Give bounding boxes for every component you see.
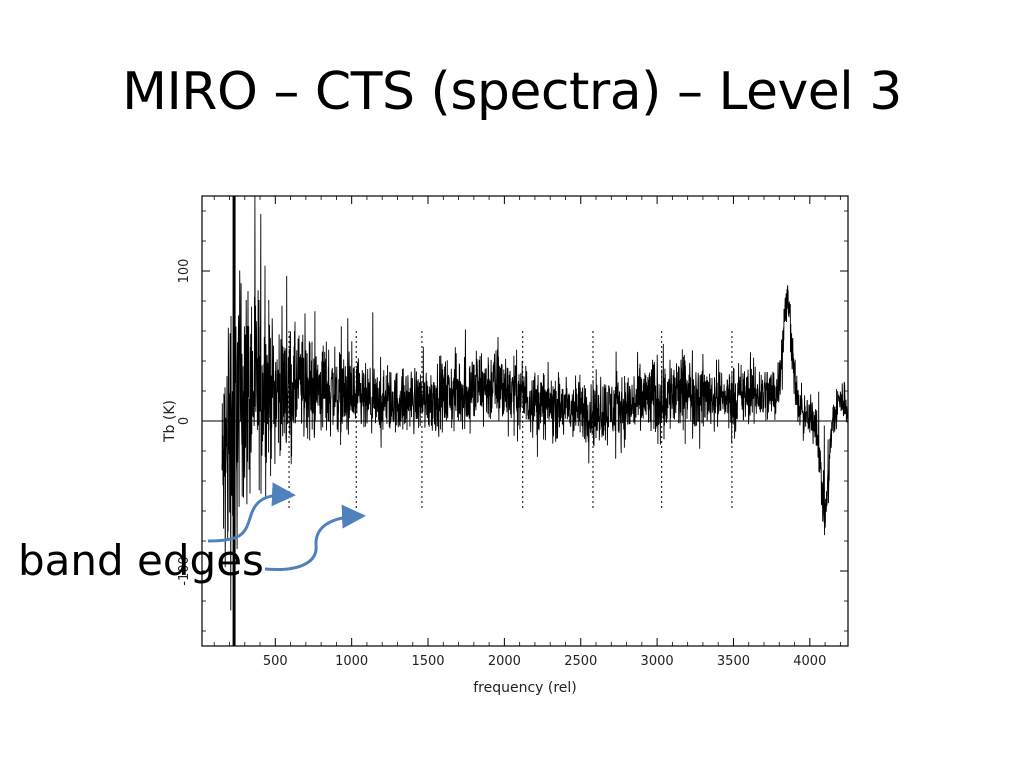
x-tick-label: 3500 [717, 654, 750, 669]
y-tick-label: -100 [177, 556, 192, 586]
axis-ticks [202, 196, 848, 646]
arrow-to-second-edge [264, 504, 366, 572]
slide-title: MIRO – CTS (spectra) – Level 3 [122, 62, 902, 122]
band-edge-arrows [207, 482, 366, 572]
arrow-to-first-edge [207, 482, 296, 543]
x-tick-label: 500 [263, 654, 288, 669]
x-axis-label: frequency (rel) [473, 680, 577, 696]
y-tick-label: 0 [177, 417, 192, 425]
band-edges-annotation: band edges [18, 536, 264, 585]
x-tick-label: 1000 [335, 654, 368, 669]
y-tick-label: 100 [177, 259, 192, 284]
x-tick-label: 2000 [488, 654, 521, 669]
y-axis-label: Tb (K) [162, 400, 178, 443]
x-tick-label: 2500 [564, 654, 597, 669]
spectrum-trace [221, 195, 849, 611]
x-tick-label: 1500 [411, 654, 444, 669]
x-tick-label: 4000 [793, 654, 826, 669]
x-tick-label: 3000 [641, 654, 674, 669]
